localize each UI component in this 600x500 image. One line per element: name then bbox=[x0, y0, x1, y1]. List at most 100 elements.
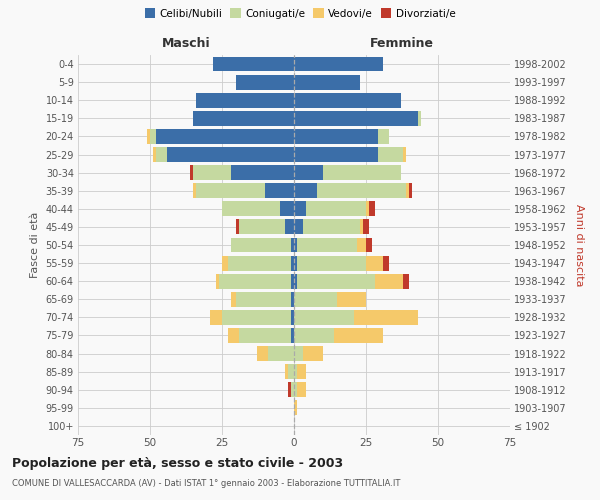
Bar bbox=[265, 184, 294, 198]
Bar bbox=[297, 364, 305, 379]
Bar bbox=[297, 256, 366, 270]
Bar bbox=[355, 310, 418, 325]
Bar bbox=[150, 129, 156, 144]
Bar bbox=[286, 220, 294, 234]
Bar bbox=[222, 256, 228, 270]
Bar bbox=[280, 202, 294, 216]
Bar bbox=[193, 184, 196, 198]
Bar bbox=[337, 292, 366, 306]
Bar bbox=[374, 274, 403, 288]
Bar bbox=[294, 382, 297, 397]
Legend: Celibi/Nubili, Coniugati/e, Vedovi/e, Divorziati/e: Celibi/Nubili, Coniugati/e, Vedovi/e, Di… bbox=[142, 5, 458, 21]
Bar bbox=[156, 147, 167, 162]
Bar bbox=[288, 382, 291, 397]
Bar bbox=[317, 184, 406, 198]
Bar bbox=[360, 220, 363, 234]
Bar bbox=[294, 129, 377, 144]
Bar bbox=[236, 74, 294, 90]
Bar bbox=[219, 274, 291, 288]
Bar bbox=[403, 147, 406, 162]
Bar bbox=[294, 256, 297, 270]
Bar bbox=[167, 147, 294, 162]
Bar bbox=[294, 346, 302, 361]
Bar bbox=[196, 93, 294, 108]
Bar bbox=[291, 238, 294, 252]
Bar bbox=[193, 165, 230, 180]
Text: COMUNE DI VALLESACCARDA (AV) - Dati ISTAT 1° gennaio 2003 - Elaborazione TUTTITA: COMUNE DI VALLESACCARDA (AV) - Dati ISTA… bbox=[12, 479, 400, 488]
Bar bbox=[291, 310, 294, 325]
Bar bbox=[377, 147, 403, 162]
Bar bbox=[294, 238, 297, 252]
Bar bbox=[294, 274, 297, 288]
Bar bbox=[222, 202, 280, 216]
Bar bbox=[366, 238, 372, 252]
Bar bbox=[294, 111, 418, 126]
Bar bbox=[228, 256, 291, 270]
Text: Popolazione per età, sesso e stato civile - 2003: Popolazione per età, sesso e stato civil… bbox=[12, 458, 343, 470]
Bar bbox=[297, 238, 358, 252]
Bar bbox=[156, 129, 294, 144]
Bar bbox=[305, 202, 366, 216]
Bar bbox=[196, 184, 265, 198]
Bar bbox=[230, 238, 291, 252]
Bar bbox=[294, 93, 401, 108]
Bar bbox=[334, 328, 383, 343]
Bar bbox=[294, 328, 334, 343]
Bar bbox=[239, 220, 286, 234]
Bar bbox=[302, 220, 360, 234]
Bar bbox=[294, 184, 317, 198]
Bar bbox=[257, 346, 268, 361]
Bar bbox=[418, 111, 421, 126]
Bar bbox=[323, 165, 401, 180]
Text: Maschi: Maschi bbox=[161, 36, 211, 50]
Bar bbox=[291, 382, 294, 397]
Bar bbox=[297, 274, 374, 288]
Bar bbox=[294, 364, 297, 379]
Bar bbox=[291, 292, 294, 306]
Bar bbox=[366, 202, 369, 216]
Bar bbox=[228, 328, 239, 343]
Bar bbox=[239, 328, 291, 343]
Bar bbox=[369, 202, 374, 216]
Bar bbox=[288, 364, 294, 379]
Bar bbox=[291, 256, 294, 270]
Bar bbox=[268, 346, 294, 361]
Bar bbox=[383, 256, 389, 270]
Bar bbox=[403, 274, 409, 288]
Bar bbox=[294, 165, 323, 180]
Bar bbox=[236, 292, 291, 306]
Bar bbox=[153, 147, 156, 162]
Y-axis label: Fasce di età: Fasce di età bbox=[30, 212, 40, 278]
Bar bbox=[358, 238, 366, 252]
Bar bbox=[294, 400, 297, 415]
Bar bbox=[294, 147, 377, 162]
Bar bbox=[214, 56, 294, 72]
Bar bbox=[236, 220, 239, 234]
Bar bbox=[294, 74, 360, 90]
Y-axis label: Anni di nascita: Anni di nascita bbox=[574, 204, 584, 286]
Bar bbox=[377, 129, 389, 144]
Bar bbox=[190, 165, 193, 180]
Bar bbox=[211, 310, 222, 325]
Bar bbox=[291, 328, 294, 343]
Bar bbox=[230, 292, 236, 306]
Bar bbox=[294, 220, 302, 234]
Bar bbox=[193, 111, 294, 126]
Text: Femmine: Femmine bbox=[370, 36, 434, 50]
Bar bbox=[286, 364, 288, 379]
Bar bbox=[216, 274, 219, 288]
Bar bbox=[366, 256, 383, 270]
Bar bbox=[222, 310, 291, 325]
Bar bbox=[294, 56, 383, 72]
Bar bbox=[363, 220, 369, 234]
Bar bbox=[409, 184, 412, 198]
Bar bbox=[406, 184, 409, 198]
Bar bbox=[297, 382, 305, 397]
Bar bbox=[147, 129, 150, 144]
Bar bbox=[230, 165, 294, 180]
Bar bbox=[294, 202, 305, 216]
Bar bbox=[294, 310, 355, 325]
Bar bbox=[294, 292, 337, 306]
Bar bbox=[302, 346, 323, 361]
Bar bbox=[291, 274, 294, 288]
